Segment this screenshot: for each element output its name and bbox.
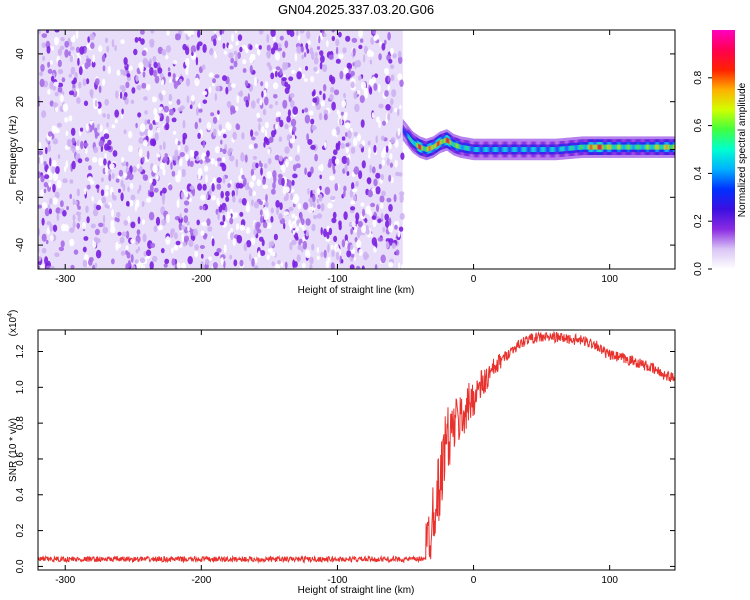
- colorbar-tick-label: 0.6: [693, 118, 704, 132]
- snr-ticks: -300 -200 -100 0 100 0.0 0.2 0.4 0.6 0.8 1.0 1.2: [15, 330, 675, 586]
- colorbar: 0.0 0.2 0.4 0.6 0.8 Normalized spectral ampl…: [693, 30, 748, 276]
- snr-panel: -300 -200 -100 0 100 0.0 0.2 0.4 0.6 0.8 1.0 1.2 He…: [7, 310, 676, 596]
- spectrogram-x-tick-label: -100: [327, 274, 347, 285]
- snr-y-label: SNR (10 * v/v): [8, 418, 19, 482]
- spectrogram-x-tick-label: -300: [55, 274, 75, 285]
- snr-x-tick-label: 100: [601, 575, 618, 586]
- colorbar-label: Normalized spectral amplitude: [737, 82, 748, 217]
- snr-y-tick-label: 0.2: [15, 523, 26, 537]
- spectrogram-y-tick-label: 40: [15, 48, 26, 60]
- spectrogram-x-tick-label: 0: [471, 274, 477, 285]
- spectrogram-y-tick-label: -20: [15, 190, 26, 205]
- snr-series-line: [38, 330, 675, 564]
- snr-y-tick-label: 0.4: [15, 487, 26, 501]
- snr-y-tick-label: 1.0: [15, 380, 26, 394]
- snr-scale-label: (x104): [7, 310, 19, 337]
- snr-x-tick-label: -200: [191, 575, 211, 586]
- colorbar-tick-label: 0.4: [693, 166, 704, 180]
- colorbar-tick-label: 0.2: [693, 214, 704, 228]
- snr-y-tick-label: 0.6: [15, 452, 26, 466]
- colorbar-ticks: 0.0 0.2 0.4 0.6 0.8: [693, 70, 712, 276]
- colorbar-tick-label: 0.0: [693, 262, 704, 276]
- spectrogram-y-tick-label: -40: [15, 237, 26, 252]
- spectrogram-noise: [38, 30, 405, 269]
- snr-x-tick-label: -300: [55, 575, 75, 586]
- figure-title: GN04.2025.337.03.20.G06: [278, 2, 434, 17]
- spectrogram-x-tick-label: -200: [191, 274, 211, 285]
- spectrogram-x-tick-label: 100: [601, 274, 618, 285]
- spectrogram-y-tick-label: 20: [15, 96, 26, 108]
- spectrogram-signal-band: [402, 119, 675, 161]
- snr-x-tick-label: -100: [327, 575, 347, 586]
- colorbar-tick-label: 0.8: [693, 70, 704, 84]
- snr-frame: [37, 329, 676, 571]
- snr-y-tick-label: 0.8: [15, 416, 26, 430]
- snr-y-tick-label: 1.2: [15, 344, 26, 358]
- spectrogram-y-tick-label: 0: [15, 146, 26, 152]
- spectrogram-x-label: Height of straight line (km): [298, 285, 415, 296]
- snr-y-tick-label: 0.0: [15, 559, 26, 573]
- spectrogram-y-label: Frequency (Hz): [8, 116, 19, 185]
- colorbar-gradient: [712, 30, 735, 269]
- snr-x-tick-label: 0: [471, 575, 477, 586]
- snr-x-label: Height of straight line (km): [298, 585, 415, 596]
